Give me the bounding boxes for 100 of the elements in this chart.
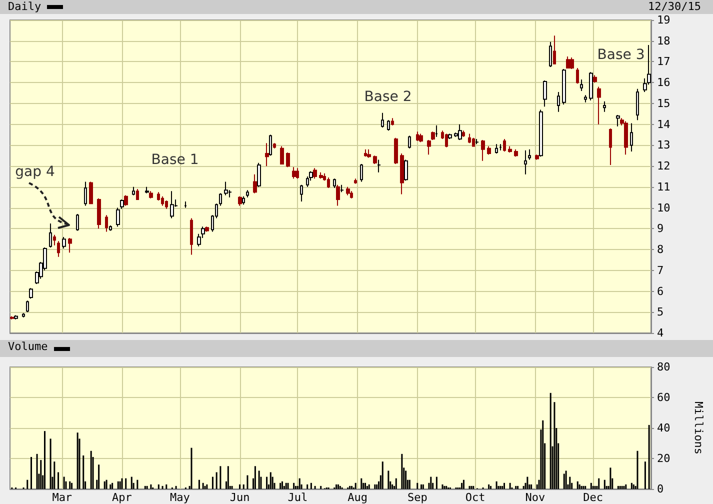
candlestick [124,194,128,206]
candlestick [97,198,101,230]
candlestick [468,133,471,144]
candlestick [109,225,112,232]
y-tick-label: 13 [657,138,670,152]
candlestick [503,138,506,152]
candlestick [535,154,539,160]
candlestick [487,146,491,156]
y-tick-label: 19 [657,14,670,26]
candlestick [539,109,543,158]
text: 12/30/15 [648,0,702,13]
candlestick [360,163,363,182]
x-tick-label: Jun [230,491,250,504]
x-tick-label: Sep [407,491,428,504]
candlestick [161,196,164,206]
candlestick [408,135,411,149]
x-tick-label: Oct [465,491,486,504]
y-tick-label: 80 [657,360,670,374]
y-axis-title: Millions [692,402,705,454]
candlestick [364,148,367,158]
candlestick [580,78,583,92]
candlestick [333,178,336,188]
candlestick [589,72,593,101]
candlestick [319,172,323,180]
y-tick-label: 5 [657,306,664,319]
candlestick [145,186,149,194]
candlestick [132,186,135,196]
annotation: Base 1 [151,152,199,168]
candlestick [170,190,174,219]
candlestick [499,144,502,151]
candlestick [616,114,620,127]
chart-title: Volume [8,340,48,353]
annotation: Base 2 [364,89,412,105]
candlestick [566,56,570,68]
x-tick-label: Aug [348,491,368,504]
candlestick [543,80,547,108]
y-tick-label: 15 [657,96,670,110]
candlestick [584,94,587,103]
candlestick [570,57,574,70]
candlestick [419,133,423,143]
candlestick [394,137,398,164]
candlestick [431,131,435,140]
y-tick-label: 9 [657,222,664,236]
y-tick-label: 17 [657,55,670,68]
candlestick [257,162,261,188]
chart-title: Daily [8,0,42,13]
candlestick [404,159,408,182]
candlestick [136,188,139,200]
y-tick-label: 14 [657,118,671,131]
candlestick [562,68,566,106]
y-tick-label: 4 [657,326,664,340]
candlestick [346,186,350,196]
candlestick [273,142,276,149]
x-tick-label: May [170,491,190,504]
candlestick [435,124,438,138]
candlestick [238,196,242,206]
y-tick-label: 60 [657,391,670,404]
candlestick [445,133,448,148]
annotation: gap 4 [15,164,55,180]
x-tick-label: Dec [583,491,604,504]
candlestick [280,146,284,164]
candlestick [336,184,340,206]
y-tick-label: 16 [657,76,670,90]
y-tick-label: 18 [657,34,670,48]
candlestick [286,152,290,168]
candlestick [62,236,66,249]
candlestick [400,153,404,195]
candlestick [636,88,639,121]
x-tick-label: Mar [52,491,72,504]
y-tick-label: 10 [657,201,670,214]
candlestick [265,142,269,167]
candlestick [576,67,579,84]
candlestick [105,214,108,232]
candlestick [84,181,87,206]
candlestick [300,184,303,202]
candlestick [269,134,272,156]
candlestick [242,196,245,206]
candlestick [603,100,606,112]
x-tick-label: Nov [525,491,546,504]
candlestick [597,86,601,125]
y-tick-label: 0 [657,482,664,496]
candlestick [475,138,479,145]
candlestick [609,128,612,166]
candlestick [116,207,120,228]
candlestick [528,148,531,160]
annotation: Base 3 [597,47,645,63]
candlestick [381,112,384,128]
candlestick [246,190,249,198]
candlestick [416,131,419,142]
candlestick [367,148,371,158]
candlestick [458,124,462,140]
candlestick [448,133,452,140]
candlestick [219,192,222,206]
candlestick [190,218,193,256]
candlestick [89,181,93,204]
x-tick-label: Apr [112,491,132,504]
candlestick [377,159,381,173]
candlestick [120,198,124,210]
candlestick [373,155,377,164]
candlestick [350,190,353,199]
